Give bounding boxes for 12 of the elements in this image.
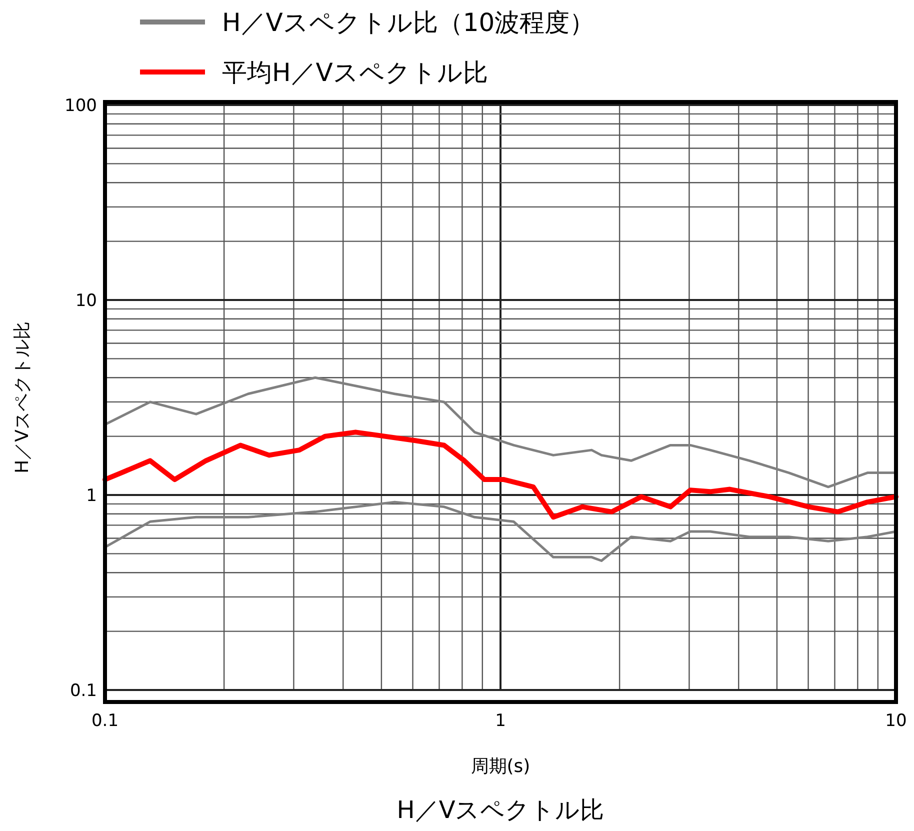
y-tick-label: 1 xyxy=(86,486,97,506)
x-tick-label: 1 xyxy=(495,711,506,731)
x-tick-label: 10 xyxy=(885,711,907,731)
legend-label: H／Vスペクトル比（10波程度） xyxy=(222,8,595,37)
x-axis-title: 周期(s) xyxy=(470,756,530,777)
legend-label: 平均H／Vスペクトル比 xyxy=(222,58,488,87)
text: H／Vスペクトル比 xyxy=(396,796,604,824)
x-tick-label: 0.1 xyxy=(91,711,119,731)
y-tick-label: 0.1 xyxy=(70,681,97,701)
y-tick-label: 100 xyxy=(64,96,97,116)
y-tick-label: 10 xyxy=(75,291,97,311)
y-axis-title: H／Vスペクトル比 xyxy=(12,322,33,474)
